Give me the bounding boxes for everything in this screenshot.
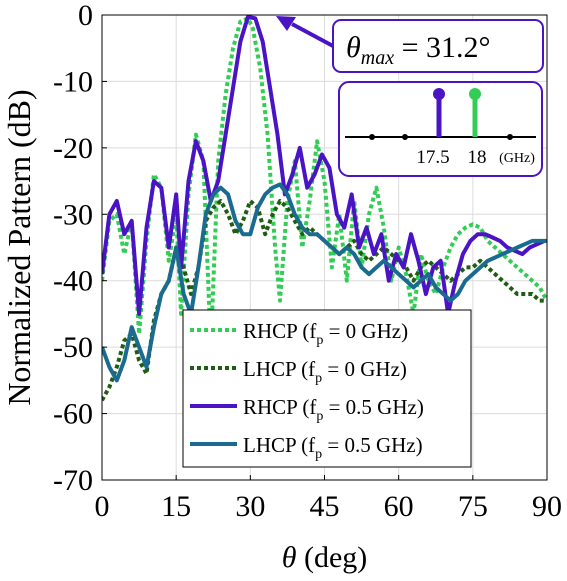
inset-label-18: 18 (468, 147, 487, 168)
y-tick-label: -50 (53, 331, 93, 364)
y-tick-label: -30 (53, 198, 93, 231)
series-line-3 (102, 15, 546, 316)
inset-stem-head (469, 88, 481, 100)
x-axis-label: θ (deg) (282, 541, 368, 574)
legend-label-2: LHCP (fp = 0 GHz) (243, 357, 407, 386)
x-tick-label: 75 (458, 490, 488, 523)
x-tick-label: 60 (384, 490, 414, 523)
annotation-text: θmax = 31.2° (346, 31, 491, 69)
series-line-4 (102, 182, 547, 383)
x-axis-label-symbol: θ (282, 541, 297, 574)
inset-dot (402, 134, 408, 140)
inset-dot (507, 134, 513, 140)
y-tick-label: -40 (53, 265, 93, 298)
legend-box (182, 309, 472, 468)
inset-dots (369, 134, 513, 140)
annotation-sub: max (361, 47, 394, 69)
inset-stems (433, 88, 481, 137)
inset-dot (369, 134, 375, 140)
series-layer (102, 15, 547, 402)
legend-label-3: RHCP (fp = 0.5 GHz) (243, 395, 424, 424)
frequency-inset: 17.5 18 (GHz) (338, 81, 543, 177)
y-tick-label: -10 (53, 65, 93, 98)
annotation-arrow (291, 22, 334, 48)
annotation-value: = 31.2° (394, 31, 490, 64)
y-tick-label: -60 (53, 398, 93, 431)
legend: RHCP (fp = 0 GHz) LHCP (fp = 0 GHz) RHCP (… (182, 309, 472, 468)
annotation-theta: θ (346, 31, 361, 64)
x-tick-label: 0 (95, 490, 110, 523)
y-tick-label: 0 (78, 0, 93, 32)
y-axis-label: Normalized Pattern (dB) (1, 89, 37, 405)
inset-label-unit: (GHz) (499, 151, 535, 166)
x-tick-label: 15 (161, 490, 191, 523)
inset-stem-head (433, 88, 445, 100)
x-tick-label: 45 (310, 490, 340, 523)
legend-label-4: LHCP (fp = 0.5 GHz) (243, 433, 423, 462)
tick-labels: 0 15 30 45 60 75 90 0 -10 -20 -30 -40 -50 -60 -70 (53, 0, 562, 523)
y-tick-label: -70 (53, 464, 93, 497)
x-tick-label: 30 (235, 490, 265, 523)
annotation-box (332, 19, 544, 73)
y-tick-label: -20 (53, 132, 93, 165)
x-tick-label: 90 (532, 490, 562, 523)
inset-label-17-5: 17.5 (416, 147, 449, 168)
annotation-arrowhead (276, 16, 296, 31)
theta-max-annotation: θmax = 31.2° (276, 16, 544, 73)
x-axis-label-unit: (deg) (296, 541, 367, 574)
legend-label-1: RHCP (fp = 0 GHz) (243, 319, 408, 348)
